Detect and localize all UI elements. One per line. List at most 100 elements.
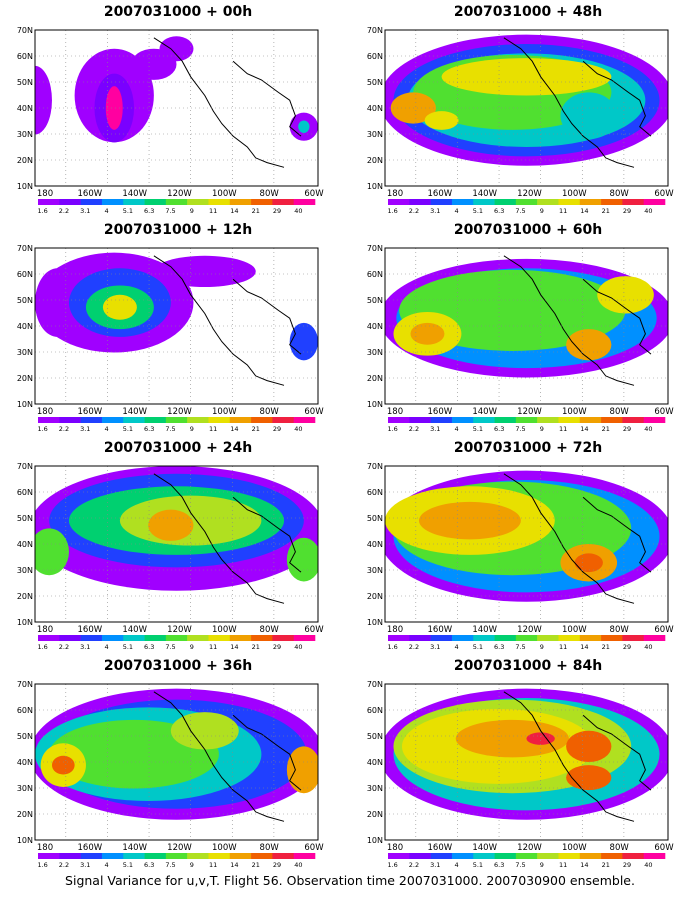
colorbar-swatch: [272, 853, 294, 859]
colorbar-label: 21: [252, 861, 260, 869]
longitude-label: 120W: [167, 407, 192, 417]
colorbar-label: 14: [580, 207, 588, 215]
colorbar-swatch: [187, 199, 209, 205]
colorbar-label: 14: [580, 643, 588, 651]
colorbar-swatch: [430, 853, 453, 859]
colorbar-label: 40: [294, 207, 302, 215]
latitude-label: 10N: [367, 400, 383, 409]
longitude-label: 140W: [122, 625, 147, 635]
variance-contour: [159, 36, 194, 62]
panel-12h: 2007031000 + 12h 70N 60N 50N 40N 30N 20N 10N 18…: [8, 218, 348, 433]
latitude-label: 70N: [17, 462, 33, 471]
variance-map: 70N 60N 50N 40N 30N 20N 10N 180 160W 140W 120W 100W…: [17, 462, 324, 651]
longitude-label: 80W: [260, 407, 280, 417]
latitude-label: 20N: [367, 374, 383, 383]
coastline: [232, 496, 302, 573]
colorbar-swatch: [451, 199, 474, 205]
colorbar-label: 29: [273, 207, 281, 215]
colorbar-label: 5.1: [123, 207, 133, 215]
colorbar-label: 5.1: [123, 861, 133, 869]
colorbar-swatch: [272, 417, 294, 423]
colorbar-label: 6.3: [144, 207, 154, 215]
coastline: [503, 255, 635, 386]
longitude-label: 60W: [654, 625, 674, 635]
colorbar-swatch: [293, 199, 316, 205]
colorbar-swatch: [451, 635, 474, 641]
longitude-label: 160W: [428, 189, 453, 199]
colorbar-swatch: [537, 635, 559, 641]
colorbar-label: 1.6: [37, 643, 47, 651]
colorbar-swatch: [80, 853, 103, 859]
colorbar-label: 3.1: [430, 425, 440, 433]
colorbar-label: 3.1: [430, 861, 440, 869]
colorbar-swatch: [558, 417, 581, 423]
latitude-label: 50N: [17, 78, 33, 87]
colorbar-swatch: [579, 853, 602, 859]
colorbar-label: 11: [559, 861, 567, 869]
variance-contour: [35, 65, 52, 135]
colorbar-swatch: [251, 635, 273, 641]
colorbar-swatch: [537, 853, 559, 859]
colorbar-swatch: [558, 853, 581, 859]
longitude-label: 60W: [304, 407, 324, 417]
variance-contour: [560, 92, 618, 140]
coastline: [153, 37, 285, 168]
colorbar-swatch: [165, 199, 188, 205]
latitude-label: 70N: [367, 462, 383, 471]
latitude-label: 30N: [367, 130, 383, 139]
colorbar-label: 40: [294, 643, 302, 651]
colorbar-swatch: [558, 199, 581, 205]
colorbar-swatch: [208, 635, 231, 641]
colorbar-swatch: [622, 853, 644, 859]
longitude-label: 180: [387, 407, 403, 417]
variance-map: 70N 60N 50N 40N 30N 20N 10N 180 160W 140W 120W 100W…: [367, 26, 674, 215]
variance-map: 70N 60N 50N 40N 30N 20N 10N 180 160W 140W 120W 100W…: [17, 26, 324, 215]
colorbar-label: 7.5: [165, 425, 175, 433]
colorbar-swatch: [123, 417, 145, 423]
latitude-label: 10N: [17, 836, 33, 845]
colorbar-label: 11: [559, 643, 567, 651]
colorbar-label: 29: [273, 861, 281, 869]
colorbar-label: 1.6: [37, 425, 47, 433]
variance-contour: [105, 86, 123, 130]
longitude-label: 140W: [122, 407, 147, 417]
colorbar-label: 6.3: [494, 861, 504, 869]
latitude-label: 60N: [367, 488, 383, 497]
latitude-label: 10N: [367, 836, 383, 845]
latitude-label: 30N: [17, 566, 33, 575]
latitude-label: 70N: [17, 26, 33, 35]
colorbar-label: 9: [190, 643, 194, 651]
colorbar-label: 21: [602, 861, 610, 869]
colorbar-swatch: [388, 635, 410, 641]
longitude-label: 60W: [304, 625, 324, 635]
colorbar-label: 3.1: [80, 643, 90, 651]
colorbar-label: 21: [602, 643, 610, 651]
colorbar-swatch: [388, 853, 410, 859]
variance-map: 70N 60N 50N 40N 30N 20N 10N 180 160W 140W 120W 100W…: [17, 680, 324, 869]
colorbar-swatch: [293, 635, 316, 641]
longitude-label: 60W: [654, 407, 674, 417]
longitude-label: 100W: [212, 189, 237, 199]
longitude-label: 140W: [472, 189, 497, 199]
longitude-label: 100W: [212, 407, 237, 417]
variance-map: 70N 60N 50N 40N 30N 20N 10N 180 160W 140W 120W 100W…: [367, 462, 674, 651]
coastline: [582, 278, 652, 355]
coastline: [503, 691, 635, 822]
colorbar-label: 9: [540, 207, 544, 215]
latitude-label: 20N: [367, 156, 383, 165]
colorbar-swatch: [409, 853, 431, 859]
colorbar-swatch: [473, 199, 495, 205]
longitude-label: 180: [387, 625, 403, 635]
longitude-label: 120W: [167, 625, 192, 635]
colorbar-swatch: [80, 199, 103, 205]
panel-36h: 2007031000 + 36h 70N 60N 50N 40N 30N 20N 10N 18…: [8, 654, 348, 869]
latitude-label: 10N: [367, 182, 383, 191]
longitude-label: 80W: [610, 189, 630, 199]
colorbar-swatch: [515, 853, 538, 859]
latitude-label: 50N: [17, 514, 33, 523]
variance-contour: [286, 746, 318, 794]
variance-contour: [286, 537, 318, 582]
longitude-label: 140W: [472, 843, 497, 853]
variance-contour: [418, 501, 521, 540]
colorbar-label: 40: [644, 861, 652, 869]
